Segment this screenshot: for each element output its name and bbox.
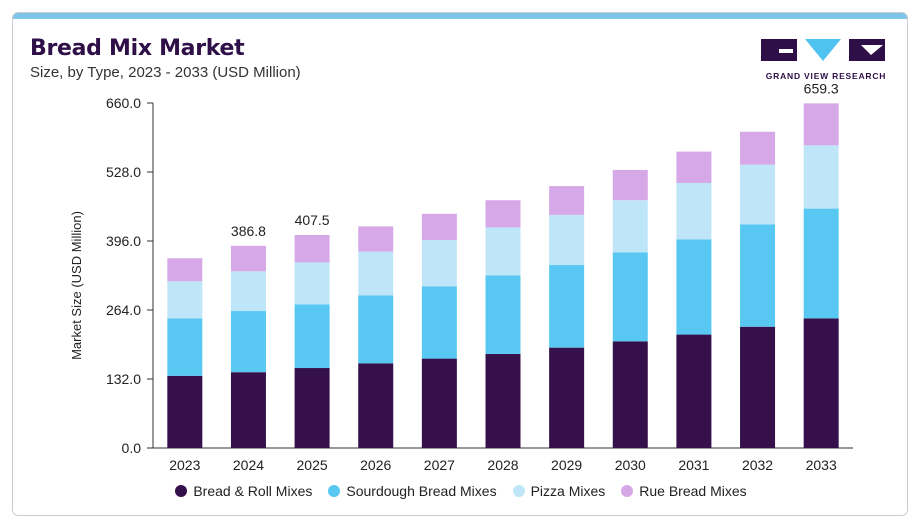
x-tick-label: 2033 xyxy=(806,457,837,473)
legend-item: Pizza Mixes xyxy=(512,483,606,499)
bar-segment-pizza-mixes xyxy=(421,239,457,287)
bar-segment-rue-bread-mixes xyxy=(612,169,648,201)
chart-subtitle: Size, by Type, 2023 - 2033 (USD Million) xyxy=(30,64,301,81)
logo-mark xyxy=(761,39,885,61)
data-label: 386.8 xyxy=(231,223,266,239)
bar-segment-bread-roll-mixes xyxy=(485,353,521,448)
x-tick-label: 2030 xyxy=(615,457,646,473)
bar-segment-rue-bread-mixes xyxy=(358,226,394,252)
x-tick-label: 2027 xyxy=(424,457,455,473)
bar-segment-pizza-mixes xyxy=(230,271,266,312)
accent-bar xyxy=(13,13,907,19)
bar-segment-rue-bread-mixes xyxy=(803,103,839,146)
bar-segment-sourdough-bread-mixes xyxy=(358,295,394,364)
y-tick-label: 528.0 xyxy=(106,164,141,180)
bar-segment-bread-roll-mixes xyxy=(230,372,266,448)
bar-segment-rue-bread-mixes xyxy=(167,258,203,282)
x-tick-label: 2024 xyxy=(233,457,264,473)
bar-segment-rue-bread-mixes xyxy=(740,131,776,165)
legend-label: Sourdough Bread Mixes xyxy=(346,483,497,499)
y-tick-label: 396.0 xyxy=(106,233,141,249)
bar-segment-pizza-mixes xyxy=(549,214,585,266)
bar-segment-rue-bread-mixes xyxy=(294,234,330,263)
bar-segment-pizza-mixes xyxy=(167,281,203,319)
legend-label: Rue Bread Mixes xyxy=(639,483,747,499)
x-tick-label: 2032 xyxy=(742,457,773,473)
y-tick-label: 660.0 xyxy=(106,95,141,111)
bar-segment-sourdough-bread-mixes xyxy=(612,252,648,342)
bar-segment-bread-roll-mixes xyxy=(549,347,585,448)
chart-legend: Bread & Roll Mixes Sourdough Bread Mixes P… xyxy=(13,483,907,499)
y-tick-label: 132.0 xyxy=(106,371,141,387)
bar-segment-sourdough-bread-mixes xyxy=(230,311,266,373)
bar-segment-bread-roll-mixes xyxy=(612,341,648,448)
bar-segment-bread-roll-mixes xyxy=(167,375,203,448)
data-label: 659.3 xyxy=(804,80,839,96)
chart-title: Bread Mix Market xyxy=(30,36,245,61)
y-tick-label: 264.0 xyxy=(106,302,141,318)
bar-segment-bread-roll-mixes xyxy=(676,334,712,448)
x-tick-label: 2023 xyxy=(169,457,200,473)
x-tick-label: 2026 xyxy=(360,457,391,473)
x-tick-label: 2028 xyxy=(487,457,518,473)
bar-segment-pizza-mixes xyxy=(803,145,839,209)
legend-label: Pizza Mixes xyxy=(530,483,606,499)
legend-label: Bread & Roll Mixes xyxy=(193,483,313,499)
bar-segment-sourdough-bread-mixes xyxy=(740,224,776,327)
bar-segment-sourdough-bread-mixes xyxy=(676,239,712,335)
bar-segment-pizza-mixes xyxy=(294,262,330,305)
bar-segment-pizza-mixes xyxy=(740,164,776,225)
bar-segment-bread-roll-mixes xyxy=(294,368,330,448)
y-axis-label: Market Size (USD Million) xyxy=(69,211,84,360)
bar-segment-sourdough-bread-mixes xyxy=(803,208,839,319)
legend-swatch xyxy=(621,485,634,497)
bar-segment-bread-roll-mixes xyxy=(740,326,776,448)
bar-segment-rue-bread-mixes xyxy=(549,186,585,215)
bar-segment-sourdough-bread-mixes xyxy=(549,265,585,348)
x-tick-label: 2031 xyxy=(678,457,709,473)
grand-view-research-logo: GRAND VIEW RESEARCH xyxy=(761,37,891,87)
stacked-bar-chart: 0.0 132.0 264.0 396.0 528.0 660.0 Market Size … xyxy=(69,80,853,473)
bar-segment-rue-bread-mixes xyxy=(676,151,712,183)
bar-segment-rue-bread-mixes xyxy=(421,213,457,240)
bar-segment-bread-roll-mixes xyxy=(421,358,457,448)
bar-segment-pizza-mixes xyxy=(485,227,521,276)
x-tick-label: 2029 xyxy=(551,457,582,473)
chart-card: Bread Mix Market Size, by Type, 2023 - 2… xyxy=(12,12,908,516)
legend-swatch xyxy=(175,485,188,497)
bar-segment-pizza-mixes xyxy=(612,200,648,253)
legend-item: Sourdough Bread Mixes xyxy=(328,483,497,499)
bar-segment-rue-bread-mixes xyxy=(485,200,521,228)
bar-segment-bread-roll-mixes xyxy=(358,363,394,448)
legend-swatch xyxy=(512,485,525,497)
x-tick-label: 2025 xyxy=(297,457,328,473)
legend-item: Rue Bread Mixes xyxy=(621,483,747,499)
logo-text: GRAND VIEW RESEARCH xyxy=(765,71,887,81)
bar-segment-bread-roll-mixes xyxy=(803,318,839,448)
y-tick-label: 0.0 xyxy=(122,440,142,456)
bar-segment-sourdough-bread-mixes xyxy=(294,304,330,369)
bar-segment-sourdough-bread-mixes xyxy=(485,275,521,354)
bar-segment-pizza-mixes xyxy=(676,182,712,240)
bar-segment-sourdough-bread-mixes xyxy=(167,318,203,376)
legend-swatch xyxy=(328,485,341,497)
bar-segment-rue-bread-mixes xyxy=(230,245,266,272)
data-label: 407.5 xyxy=(295,212,330,228)
bar-segment-pizza-mixes xyxy=(358,251,394,296)
legend-item: Bread & Roll Mixes xyxy=(175,483,312,499)
bar-segment-sourdough-bread-mixes xyxy=(421,286,457,359)
